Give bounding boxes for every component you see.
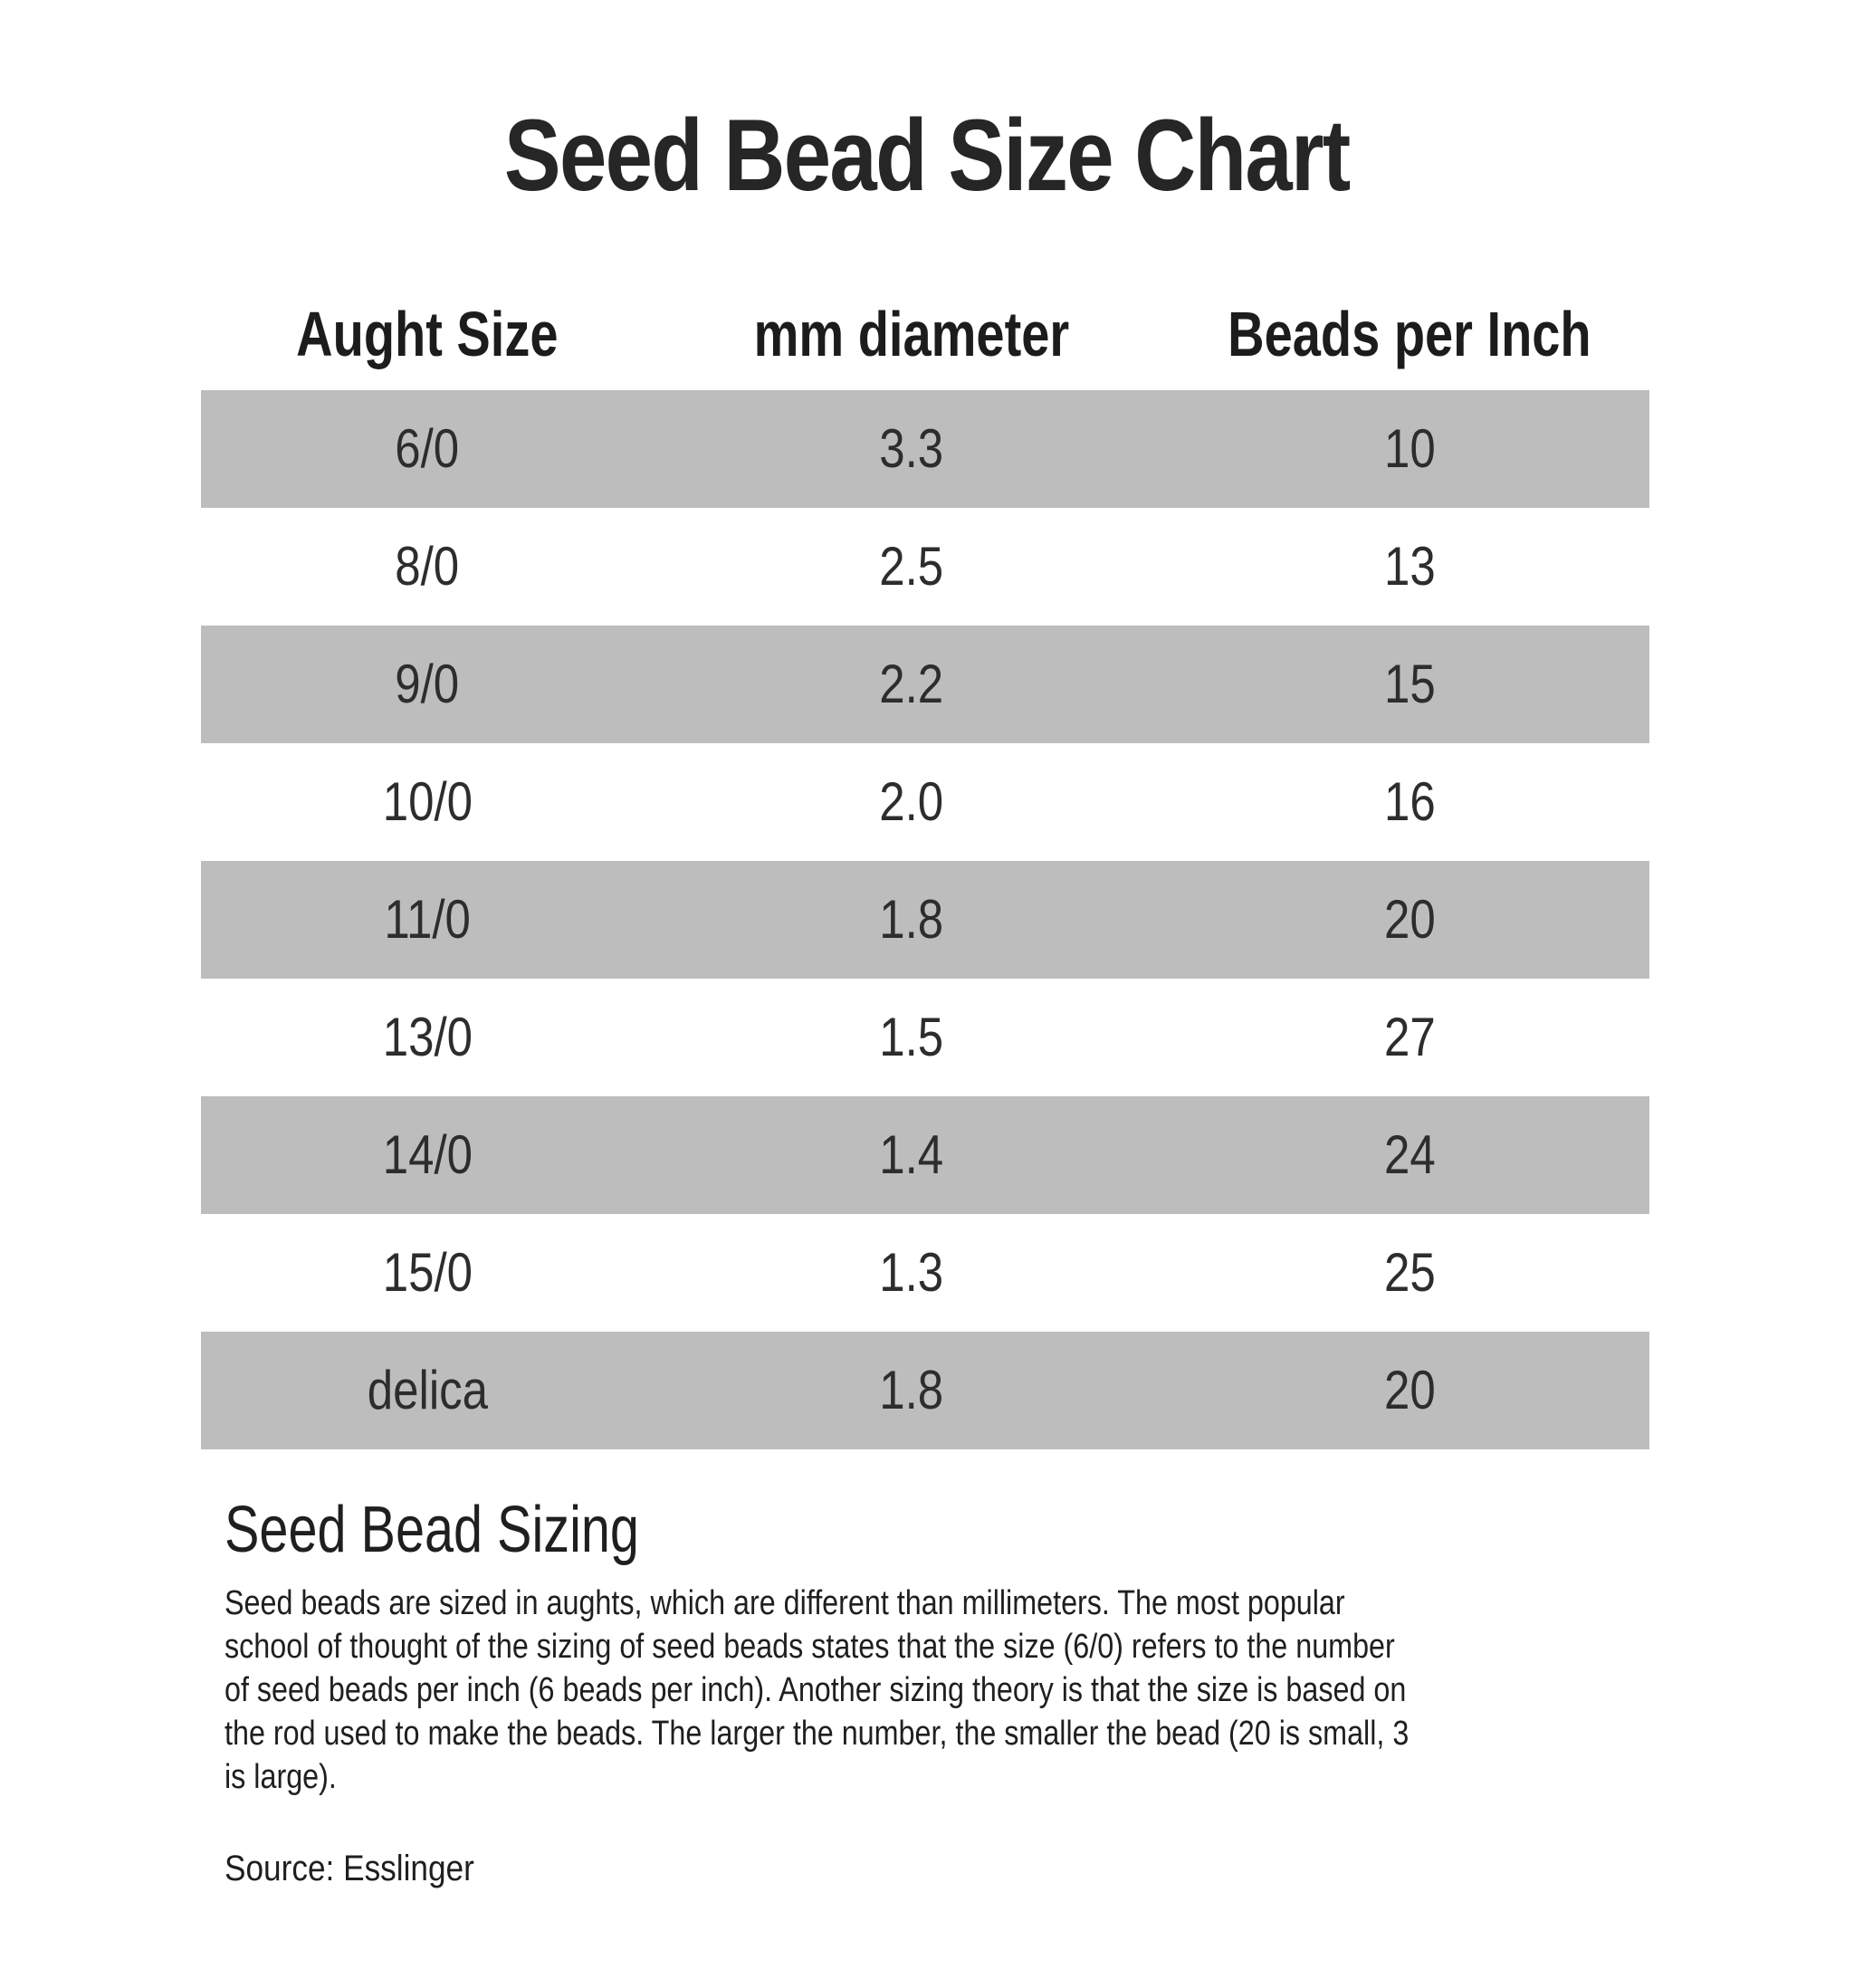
table-row: 6/0 3.3 10 — [201, 389, 1649, 508]
table-row: 10/0 2.0 16 — [201, 742, 1649, 861]
table-cell-value: 25 — [1383, 1242, 1436, 1304]
table-cell-value: 15 — [1383, 654, 1436, 715]
column-header-mm-diameter-label: mm diameter — [753, 298, 1070, 369]
table-cell-value: 2.2 — [879, 654, 944, 715]
table-cell-value: delica — [367, 1360, 488, 1421]
table-cell: 25 — [1170, 1214, 1649, 1332]
column-header-aught-size-label: Aught Size — [296, 298, 559, 369]
table-cell-value: 1.4 — [879, 1124, 944, 1186]
table-cell-value: 1.3 — [879, 1242, 944, 1304]
table-cell-value: 6/0 — [395, 418, 460, 480]
table-cell: 24 — [1170, 1096, 1649, 1214]
page-title-text: Seed Bead Size Chart — [504, 99, 1351, 212]
column-header-beads-per-inch: Beads per Inch — [1170, 296, 1649, 372]
table-cell: 13/0 — [201, 979, 654, 1096]
table-cell: 3.3 — [654, 390, 1170, 508]
table-row: delica 1.8 20 — [201, 1331, 1649, 1449]
column-header-aught-size: Aught Size — [201, 296, 654, 372]
table-cell: delica — [201, 1332, 654, 1449]
section-heading: Seed Bead Sizing — [225, 1489, 1854, 1571]
seed-bead-size-table: Aught Size mm diameter Beads per Inch 6/… — [201, 296, 1649, 1449]
table-cell: 8/0 — [201, 508, 654, 626]
table-cell-value: 20 — [1383, 1360, 1436, 1421]
table-cell-value: 11/0 — [384, 889, 471, 951]
table-cell: 2.5 — [654, 508, 1170, 626]
table-cell-value: 8/0 — [395, 536, 460, 597]
table-cell: 20 — [1170, 861, 1649, 979]
table-cell: 11/0 — [201, 861, 654, 979]
table-cell: 15 — [1170, 626, 1649, 743]
table-cell-value: 2.5 — [879, 536, 944, 597]
table-cell: 2.0 — [654, 743, 1170, 861]
table-cell: 1.8 — [654, 861, 1170, 979]
source-attribution-text: Source: Esslinger — [225, 1848, 474, 1888]
table-cell: 15/0 — [201, 1214, 654, 1332]
table-cell-value: 1.5 — [879, 1007, 944, 1068]
table-cell: 1.5 — [654, 979, 1170, 1096]
table-header-row: Aught Size mm diameter Beads per Inch — [201, 296, 1649, 372]
table-cell: 27 — [1170, 979, 1649, 1096]
table-cell-value: 27 — [1383, 1007, 1436, 1068]
table-cell-value: 1.8 — [879, 889, 944, 951]
table-cell: 10 — [1170, 390, 1649, 508]
table-cell: 13 — [1170, 508, 1649, 626]
page-title: Seed Bead Size Chart — [0, 0, 1854, 215]
table-cell-value: 20 — [1383, 889, 1436, 951]
column-header-mm-diameter: mm diameter — [654, 296, 1170, 372]
table-row: 8/0 2.5 13 — [201, 507, 1649, 626]
table-cell-value: 13/0 — [382, 1007, 473, 1068]
table-row: 14/0 1.4 24 — [201, 1095, 1649, 1214]
table-row: 9/0 2.2 15 — [201, 625, 1649, 743]
table-cell: 6/0 — [201, 390, 654, 508]
table-cell-value: 15/0 — [382, 1242, 473, 1304]
table-cell-value: 1.8 — [879, 1360, 944, 1421]
table-cell: 14/0 — [201, 1096, 654, 1214]
table-cell-value: 13 — [1383, 536, 1436, 597]
table-cell: 9/0 — [201, 626, 654, 743]
source-attribution: Source: Esslinger — [225, 1846, 1854, 1891]
table-cell: 1.3 — [654, 1214, 1170, 1332]
table-cell: 16 — [1170, 743, 1649, 861]
table-row: 13/0 1.5 27 — [201, 978, 1649, 1096]
table-cell-value: 2.0 — [879, 771, 944, 833]
section-heading-text: Seed Bead Sizing — [225, 1493, 639, 1566]
table-cell: 20 — [1170, 1332, 1649, 1449]
table-cell-value: 24 — [1383, 1124, 1436, 1186]
table-cell-value: 10 — [1383, 418, 1436, 480]
table-cell-value: 16 — [1383, 771, 1436, 833]
table-cell-value: 3.3 — [879, 418, 944, 480]
table-row: 11/0 1.8 20 — [201, 860, 1649, 979]
table-body: 6/0 3.3 10 8/0 2.5 13 9/0 2.2 15 10/0 2.0 16 11/0 1.8… — [201, 389, 1649, 1449]
table-cell-value: 10/0 — [382, 771, 473, 833]
column-header-beads-per-inch-label: Beads per Inch — [1228, 298, 1591, 369]
section-body: Seed beads are sized in aughts, which ar… — [225, 1582, 1854, 1799]
table-cell: 2.2 — [654, 626, 1170, 743]
table-cell-value: 14/0 — [382, 1124, 473, 1186]
table-cell: 1.8 — [654, 1332, 1170, 1449]
table-cell-value: 9/0 — [395, 654, 460, 715]
section-body-text: Seed beads are sized in aughts, which ar… — [225, 1583, 1410, 1796]
table-cell: 1.4 — [654, 1096, 1170, 1214]
table-row: 15/0 1.3 25 — [201, 1213, 1649, 1332]
table-cell: 10/0 — [201, 743, 654, 861]
